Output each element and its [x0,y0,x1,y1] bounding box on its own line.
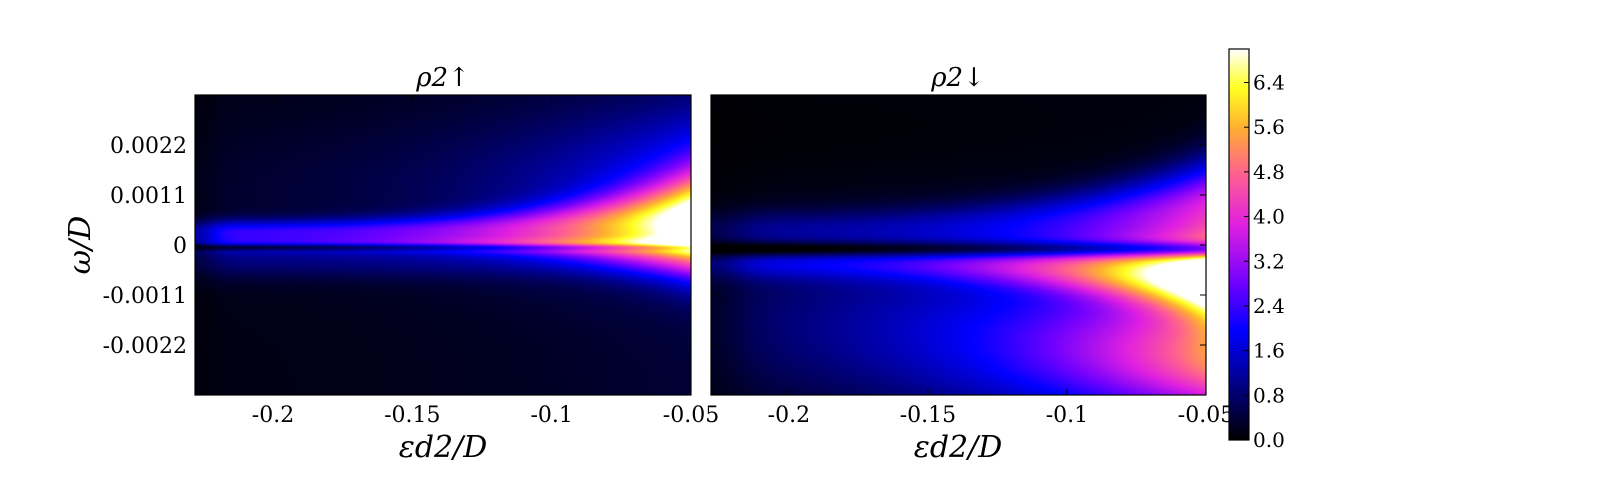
colorbar-ticks: 0.0 0.8 1.6 2.4 3.2 4.0 4.8 5.6 6.4 [1244,71,1285,452]
x-tick-label: -0.15 [384,403,440,428]
x-label-up: εd2/D [399,430,488,465]
colorbar-tick-label: 6.4 [1253,71,1285,95]
y-tick-label: 0.0011 [110,184,187,209]
colorbar-tick-label: 0.8 [1253,383,1285,407]
colorbar-tick-label: 2.4 [1253,294,1285,318]
title-down: ρ2↓ [930,63,985,93]
x-ticks-down: -0.2 -0.15 -0.1 -0.05 [711,95,1234,428]
y-label: ω/D [63,216,98,275]
heatmap-up-container [195,95,691,395]
y-tick-label: -0.0022 [103,334,187,359]
panel-up: ρ2↑ -0.2 -0.15 -0.1 -0.05 0.0022 0.0011 0 -0.0… [63,63,719,465]
colorbar-tick-label: 1.6 [1253,339,1285,363]
colorbar-tick-label: 4.8 [1253,160,1285,184]
y-tick-label: 0.0022 [110,134,187,159]
colorbar: 0.0 0.8 1.6 2.4 3.2 4.0 4.8 5.6 6.4 [1228,48,1285,452]
heatmap-up-canvas [195,95,691,395]
x-label-down: εd2/D [914,430,1003,465]
x-tick-label: -0.15 [900,403,956,428]
colorbar-tick-label: 4.0 [1253,205,1285,229]
y-tick-label: -0.0011 [103,284,187,309]
y-tick-label: 0 [173,234,187,259]
colorbar-tick-label: 0.0 [1253,428,1285,452]
heatmap-down-canvas [711,95,1206,395]
x-tick-label: -0.2 [768,403,810,428]
x-tick-label: -0.1 [1046,403,1088,428]
colorbar-tick-label: 3.2 [1253,249,1285,273]
colorbar-tick-label: 5.6 [1253,115,1285,139]
colorbar-gradient [1229,49,1249,440]
x-tick-label: -0.2 [252,403,294,428]
x-tick-label: -0.05 [663,403,719,428]
x-tick-label: -0.05 [1178,403,1234,428]
heatmap-down-container [711,95,1206,395]
colorbar-frame [1228,48,1250,441]
x-ticks-up: -0.2 -0.15 -0.1 -0.05 [252,95,719,428]
x-tick-label: -0.1 [530,403,572,428]
y-ticks-up: 0.0022 0.0011 0 -0.0011 -0.0022 [103,134,201,359]
title-up: ρ2↑ [415,63,470,93]
panel-down: ρ2↓ -0.2 -0.15 -0.1 -0.05 εd2/D [710,63,1234,465]
